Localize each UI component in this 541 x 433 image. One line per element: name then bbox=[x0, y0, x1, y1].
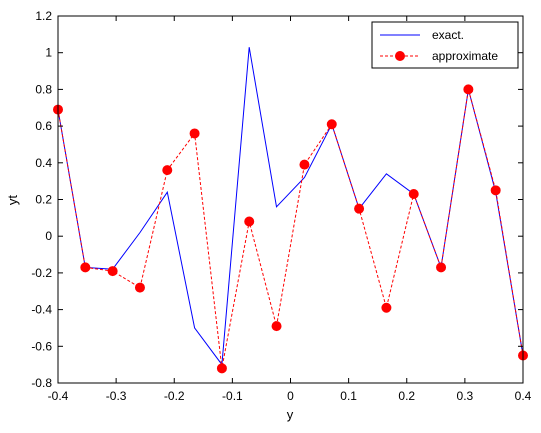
y-tick-label: 1.2 bbox=[35, 9, 52, 23]
y-tick-label: -0.4 bbox=[31, 303, 52, 317]
data-point bbox=[189, 128, 200, 139]
data-point bbox=[354, 203, 365, 214]
y-axis-label: yt bbox=[5, 195, 20, 206]
data-point bbox=[463, 84, 474, 95]
data-point bbox=[408, 188, 419, 199]
y-tick-label: -0.8 bbox=[31, 376, 52, 390]
y-tick-label: 0.6 bbox=[35, 119, 52, 133]
x-tick-label: 0.1 bbox=[340, 389, 357, 403]
data-point bbox=[162, 165, 173, 176]
x-tick-label: -0.4 bbox=[48, 389, 69, 403]
ticks-layer: -0.4 -0.3 -0.2 -0.1 0 0.1 0.2 0.3 0.4 -0.8 -0.6 -0.… bbox=[31, 9, 531, 403]
x-tick-label: 0.2 bbox=[398, 389, 415, 403]
series-line-exact bbox=[57, 47, 524, 366]
data-point bbox=[436, 262, 447, 273]
series-layer bbox=[53, 47, 528, 374]
legend-label-exact: exact. bbox=[432, 28, 464, 42]
data-point bbox=[271, 321, 282, 332]
data-point bbox=[134, 282, 145, 293]
legend-box bbox=[371, 21, 519, 69]
data-point bbox=[80, 262, 91, 273]
x-tick-label: 0 bbox=[287, 389, 294, 403]
x-tick-label: -0.2 bbox=[164, 389, 185, 403]
y-tick-label: 0 bbox=[45, 229, 52, 243]
x-axis-label: y bbox=[287, 407, 294, 422]
legend-marker-approximate bbox=[395, 51, 405, 61]
data-point bbox=[490, 185, 501, 196]
y-tick-label: 0.8 bbox=[35, 82, 52, 96]
y-tick-label: 0.2 bbox=[35, 193, 52, 207]
legend: exact. approximate bbox=[371, 21, 519, 69]
x-tick-label: -0.3 bbox=[106, 389, 127, 403]
x-tick-label: -0.1 bbox=[222, 389, 243, 403]
y-tick-label: 0.4 bbox=[35, 156, 52, 170]
data-point bbox=[299, 159, 310, 170]
data-point bbox=[244, 216, 255, 227]
y-tick-label: 1 bbox=[45, 46, 52, 60]
series-line-approximate bbox=[57, 89, 524, 369]
x-tick-label: 0.4 bbox=[515, 389, 532, 403]
data-point bbox=[326, 119, 337, 130]
data-point bbox=[107, 266, 118, 277]
legend-label-approximate: approximate bbox=[432, 49, 498, 63]
y-tick-label: -0.6 bbox=[31, 339, 52, 353]
y-tick-label: -0.2 bbox=[31, 266, 52, 280]
x-tick-label: 0.3 bbox=[457, 389, 474, 403]
data-point bbox=[381, 302, 392, 313]
data-point bbox=[216, 363, 227, 374]
